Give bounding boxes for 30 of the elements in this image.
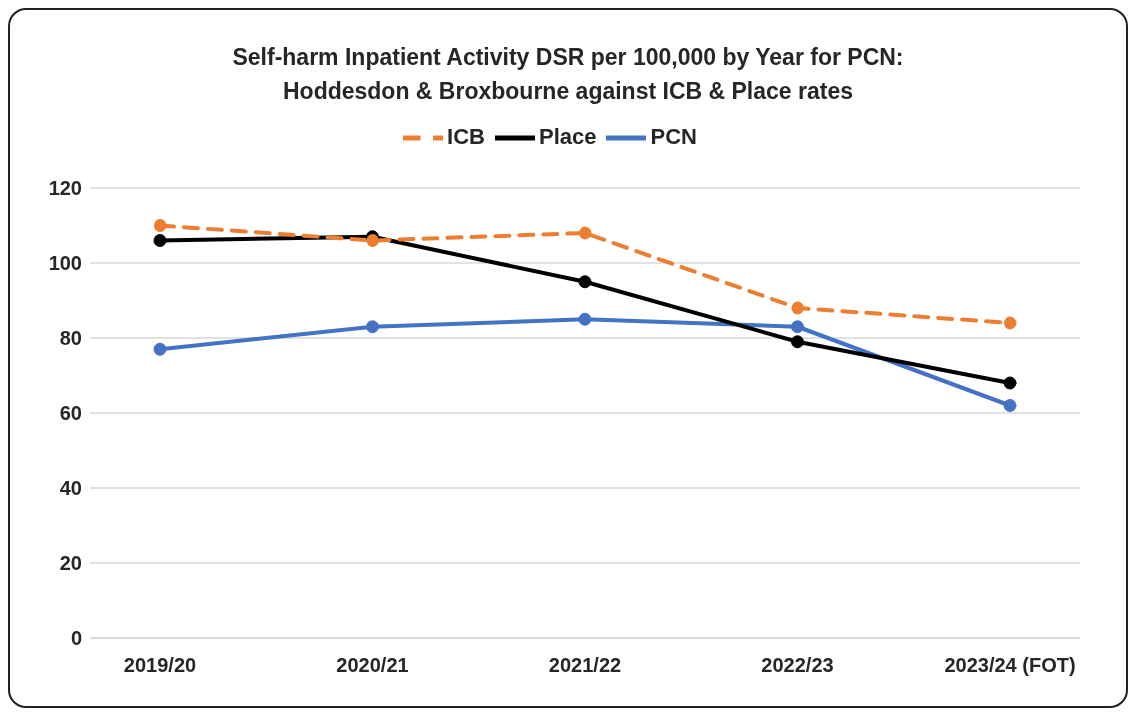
y-tick-label: 60 xyxy=(59,402,82,425)
x-tick-label: 2019/20 xyxy=(123,654,197,677)
point xyxy=(153,342,167,356)
point xyxy=(153,219,167,232)
x-tick-label: 2020/21 xyxy=(336,654,409,677)
y-tick-label: 40 xyxy=(59,477,82,500)
point xyxy=(366,234,379,247)
point xyxy=(366,320,379,334)
point xyxy=(153,234,167,247)
point xyxy=(1003,376,1017,390)
y-tick-label: 0 xyxy=(70,627,82,650)
x-tick-label: 2023/24 (FOT) xyxy=(944,654,1076,677)
chart-title: Self-harm Inpatient Activity DSR per 100,000 by Year for PCN: Hoddesdon & Broxbourne against ICB & Place rates xyxy=(231,43,905,106)
point xyxy=(791,301,804,315)
legend-label: ICB xyxy=(447,123,485,149)
point xyxy=(791,335,804,349)
point xyxy=(1003,399,1017,412)
y-tick-label: 20 xyxy=(59,552,82,575)
legend-label: Place xyxy=(538,123,597,149)
y-tick-label: 80 xyxy=(59,327,82,350)
y-tick-label: 120 xyxy=(48,177,82,200)
point xyxy=(578,312,592,326)
y-tick-label: 100 xyxy=(48,252,82,275)
point xyxy=(578,226,592,240)
x-tick-label: 2022/23 xyxy=(761,654,834,677)
x-tick-label: 2021/22 xyxy=(548,654,622,677)
legend-label: PCN xyxy=(650,123,697,149)
point xyxy=(578,275,592,289)
point xyxy=(791,320,804,334)
point xyxy=(1003,316,1017,330)
